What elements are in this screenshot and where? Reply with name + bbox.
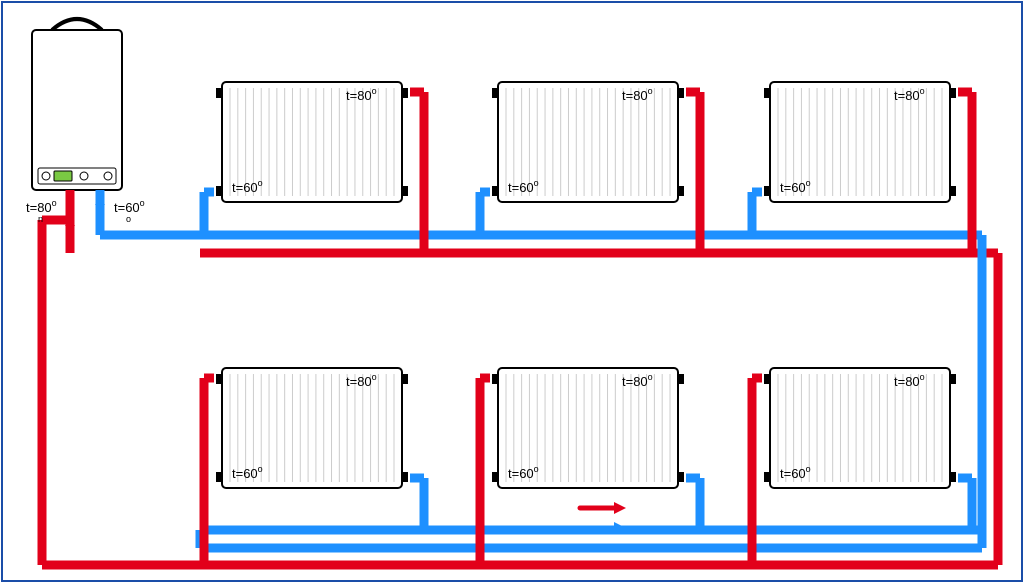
svg-text:o: o: [126, 214, 131, 224]
svg-text:t=60o: t=60o: [114, 198, 145, 215]
svg-text:t=80o: t=80o: [26, 198, 57, 215]
svg-text:n: n: [38, 214, 43, 224]
heating-diagram: t=80ot=60ot=80ot=60ot=80ot=60ot=80ot=60o…: [0, 0, 1024, 583]
